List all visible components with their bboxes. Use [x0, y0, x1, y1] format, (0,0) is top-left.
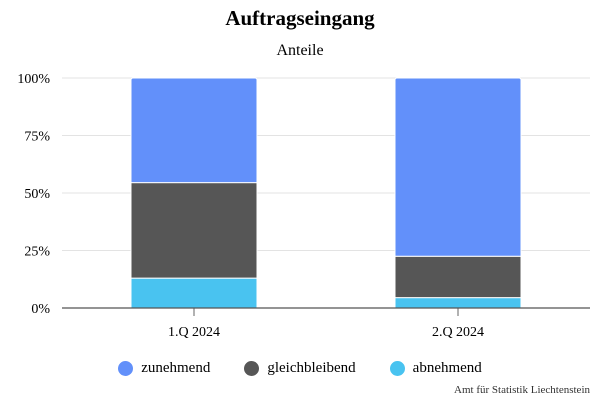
y-tick-label: 25% — [24, 245, 50, 260]
legend-label: abnehmend — [412, 360, 482, 376]
legend-item-gleichbleibend[interactable]: gleichbleibend — [244, 360, 356, 377]
legend-item-zunehmend[interactable]: zunehmend — [118, 360, 210, 377]
legend-swatch — [244, 361, 260, 376]
bar-segment-zunehmend[interactable] — [130, 77, 258, 184]
bar-segment-gleichbleibend[interactable] — [394, 255, 522, 299]
bar-segment-abnehmend[interactable] — [130, 277, 258, 309]
x-tick-label: 2.Q 2024 — [432, 325, 484, 340]
source-credit: Amt für Statistik Liechtenstein — [454, 384, 590, 396]
bar-segment-zunehmend[interactable] — [394, 77, 522, 257]
legend-label: zunehmend — [141, 360, 211, 376]
x-tick-label: 1.Q 2024 — [168, 325, 220, 340]
y-tick-label: 50% — [24, 187, 50, 202]
y-tick-label: 0% — [31, 302, 50, 317]
y-tick-label: 75% — [24, 130, 50, 145]
bar-segment-gleichbleibend[interactable] — [130, 182, 258, 279]
y-tick-label: 100% — [17, 72, 50, 87]
legend-label: gleichbleibend — [267, 360, 356, 376]
legend-item-abnehmend[interactable]: abnehmend — [389, 360, 482, 377]
chart-subtitle: Anteile — [276, 42, 324, 59]
chart-title: Auftragseingang — [225, 6, 375, 30]
legend-swatch — [118, 361, 134, 376]
legend-swatch — [389, 361, 405, 376]
bar-segment-abnehmend[interactable] — [394, 297, 522, 309]
legend: zunehmend gleichbleibend abnehmend — [0, 360, 600, 377]
